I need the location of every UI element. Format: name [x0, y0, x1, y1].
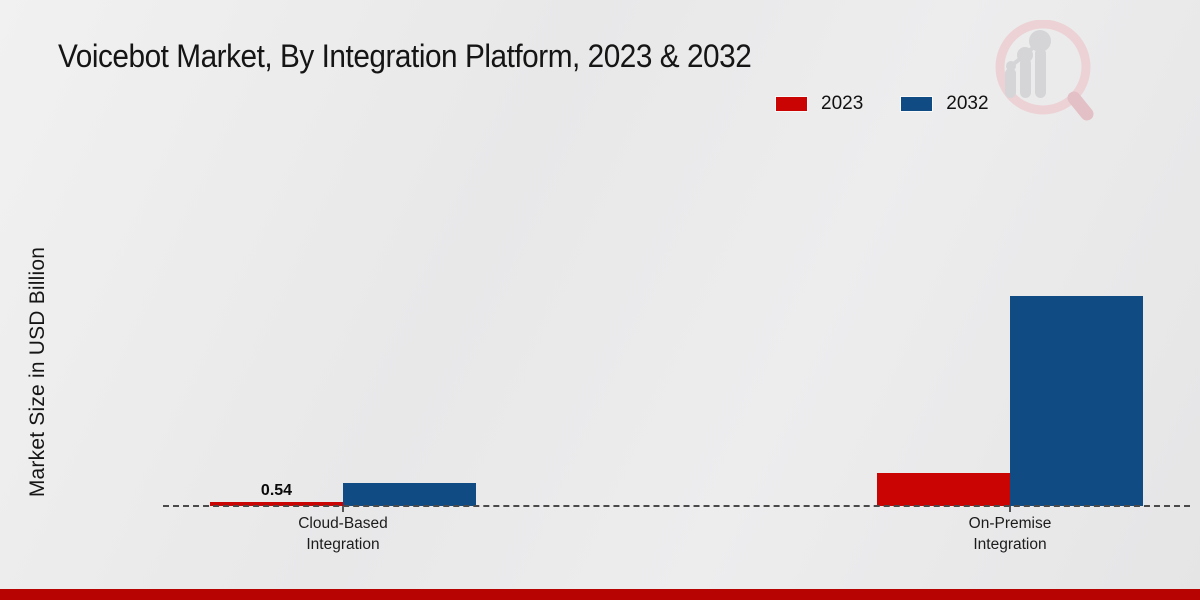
legend-item-2032: 2032 — [901, 93, 989, 115]
legend-label-2032: 2032 — [946, 93, 989, 114]
bar-2032-cloud-based-integration — [343, 483, 476, 506]
bar-value-label-cloud-2023: 0.54 — [260, 482, 293, 499]
legend: 2023 2032 — [776, 93, 989, 115]
bar-2023-cloud-based-integration — [210, 502, 343, 506]
bar-2032-on-premise-integration — [1010, 296, 1143, 506]
category-label-cloud-based-integration: Cloud-Based Integration — [298, 515, 388, 553]
category-label-on-premise-integration: On-Premise Integration — [968, 515, 1052, 553]
x-axis-line — [163, 505, 1190, 507]
legend-swatch-2023 — [776, 97, 807, 111]
legend-item-2023: 2023 — [776, 93, 863, 115]
bar-2023-on-premise-integration — [877, 473, 1010, 506]
legend-swatch-2032 — [901, 97, 933, 111]
footer-accent-bar — [0, 589, 1200, 600]
legend-label-2023: 2023 — [821, 93, 864, 114]
x-tick-on-premise — [1009, 506, 1011, 512]
x-tick-cloud-based — [342, 506, 344, 512]
chart-title: Voicebot Market, By Integration Platform… — [58, 38, 752, 74]
market-research-magnifier-logo-icon — [995, 20, 1094, 121]
